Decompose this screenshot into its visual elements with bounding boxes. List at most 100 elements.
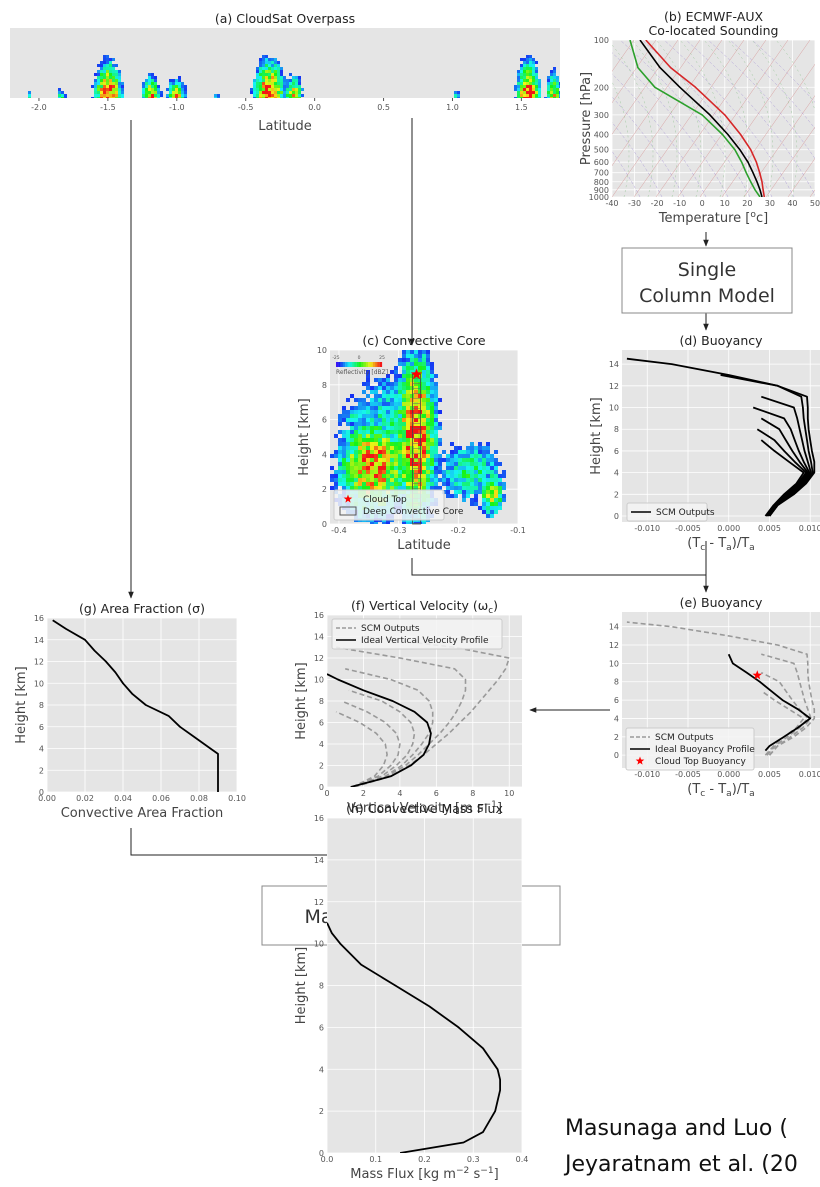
reflectivity-cell bbox=[289, 82, 292, 85]
reflectivity-cell bbox=[374, 402, 378, 406]
reflectivity-cell bbox=[494, 470, 498, 474]
reflectivity-cell bbox=[550, 79, 553, 82]
reflectivity-cell bbox=[394, 390, 398, 394]
reflectivity-cell bbox=[378, 430, 382, 434]
x-tick-label: 4 bbox=[397, 789, 402, 798]
reflectivity-cell bbox=[426, 478, 430, 482]
reflectivity-cell bbox=[486, 510, 490, 514]
reflectivity-cell bbox=[523, 91, 526, 94]
reflectivity-cell bbox=[184, 85, 187, 88]
reflectivity-cell bbox=[430, 370, 434, 374]
reflectivity-cell bbox=[529, 76, 532, 79]
reflectivity-cell bbox=[358, 434, 362, 438]
reflectivity-cell bbox=[366, 454, 370, 458]
reflectivity-cell bbox=[430, 438, 434, 442]
reflectivity-cell bbox=[532, 85, 535, 88]
reflectivity-cell bbox=[402, 438, 406, 442]
reflectivity-cell bbox=[410, 382, 414, 386]
y-tick-label: 6 bbox=[614, 696, 619, 705]
reflectivity-cell bbox=[458, 470, 462, 474]
reflectivity-cell bbox=[181, 91, 184, 94]
reflectivity-cell bbox=[148, 76, 151, 79]
reflectivity-cell bbox=[526, 85, 529, 88]
citation: Masunaga and Luo ( bbox=[565, 1116, 788, 1141]
reflectivity-cell bbox=[354, 466, 358, 470]
reflectivity-cell bbox=[358, 422, 362, 426]
reflectivity-cell bbox=[390, 394, 394, 398]
reflectivity-cell bbox=[268, 82, 271, 85]
reflectivity-cell bbox=[550, 76, 553, 79]
reflectivity-cell bbox=[262, 82, 265, 85]
reflectivity-cell bbox=[490, 498, 494, 502]
reflectivity-cell bbox=[100, 61, 103, 64]
reflectivity-cell bbox=[358, 402, 362, 406]
reflectivity-cell bbox=[438, 442, 442, 446]
reflectivity-cell bbox=[478, 454, 482, 458]
reflectivity-cell bbox=[350, 462, 354, 466]
reflectivity-cell bbox=[517, 88, 520, 91]
reflectivity-cell bbox=[486, 446, 490, 450]
reflectivity-cell bbox=[338, 470, 342, 474]
reflectivity-cell bbox=[256, 76, 259, 79]
x-tick-label: 0.010 bbox=[799, 524, 820, 533]
reflectivity-cell bbox=[338, 438, 342, 442]
reflectivity-cell bbox=[490, 470, 494, 474]
reflectivity-cell bbox=[112, 73, 115, 76]
y-tick-label: 500 bbox=[594, 146, 609, 155]
reflectivity-cell bbox=[446, 494, 450, 498]
reflectivity-cell bbox=[406, 398, 410, 402]
reflectivity-cell bbox=[277, 64, 280, 67]
reflectivity-cell bbox=[547, 76, 550, 79]
reflectivity-cell bbox=[286, 82, 289, 85]
reflectivity-cell bbox=[454, 446, 458, 450]
reflectivity-cell bbox=[406, 402, 410, 406]
reflectivity-cell bbox=[410, 366, 414, 370]
reflectivity-cell bbox=[526, 91, 529, 94]
reflectivity-cell bbox=[283, 76, 286, 79]
reflectivity-cell bbox=[378, 446, 382, 450]
reflectivity-cell bbox=[402, 430, 406, 434]
reflectivity-cell bbox=[366, 434, 370, 438]
reflectivity-cell bbox=[517, 97, 520, 100]
reflectivity-cell bbox=[457, 97, 460, 100]
reflectivity-cell bbox=[277, 70, 280, 73]
reflectivity-cell bbox=[398, 382, 402, 386]
x-tick-label: 30 bbox=[765, 199, 775, 208]
reflectivity-cell bbox=[390, 462, 394, 466]
reflectivity-cell bbox=[547, 79, 550, 82]
reflectivity-cell bbox=[178, 97, 181, 100]
reflectivity-cell bbox=[106, 67, 109, 70]
y-tick-label: 4 bbox=[322, 450, 327, 459]
reflectivity-cell bbox=[422, 418, 426, 422]
reflectivity-cell bbox=[520, 94, 523, 97]
y-tick-label: 1000 bbox=[589, 193, 609, 202]
reflectivity-cell bbox=[289, 91, 292, 94]
reflectivity-cell bbox=[358, 442, 362, 446]
reflectivity-cell bbox=[382, 406, 386, 410]
reflectivity-cell bbox=[382, 458, 386, 462]
reflectivity-cell bbox=[434, 410, 438, 414]
reflectivity-cell bbox=[378, 426, 382, 430]
reflectivity-cell bbox=[253, 85, 256, 88]
x-axis-label-part: ] bbox=[494, 1167, 499, 1182]
reflectivity-cell bbox=[378, 402, 382, 406]
reflectivity-cell bbox=[553, 97, 556, 100]
reflectivity-cell bbox=[430, 474, 434, 478]
reflectivity-cell bbox=[292, 94, 295, 97]
reflectivity-cell bbox=[256, 73, 259, 76]
reflectivity-cell bbox=[458, 450, 462, 454]
reflectivity-cell bbox=[253, 82, 256, 85]
reflectivity-cell bbox=[422, 390, 426, 394]
x-tick-label: 0.04 bbox=[114, 794, 132, 803]
reflectivity-cell bbox=[382, 430, 386, 434]
reflectivity-cell bbox=[103, 61, 106, 64]
reflectivity-cell bbox=[462, 478, 466, 482]
reflectivity-cell bbox=[374, 418, 378, 422]
reflectivity-cell bbox=[366, 470, 370, 474]
reflectivity-cell bbox=[106, 91, 109, 94]
reflectivity-cell bbox=[330, 474, 334, 478]
reflectivity-cell bbox=[295, 88, 298, 91]
reflectivity-cell bbox=[398, 394, 402, 398]
reflectivity-cell bbox=[544, 97, 547, 100]
reflectivity-cell bbox=[382, 414, 386, 418]
